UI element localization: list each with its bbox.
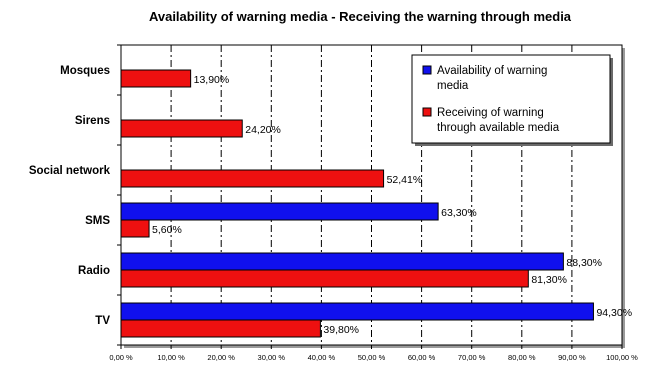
x-tick-label: 20,00 % [207, 353, 235, 362]
data-label: 63,30% [441, 207, 477, 219]
category-label: Radio [78, 265, 110, 277]
receiving-bar [120, 119, 243, 138]
data-label: 39,80% [323, 324, 359, 336]
availability-bar [120, 302, 594, 321]
receiving-bar [120, 169, 385, 188]
legend-label: media [437, 80, 469, 92]
receiving-bar [120, 219, 150, 238]
x-tick-label: 90,00 % [558, 353, 586, 362]
availability-bar [120, 202, 439, 221]
x-tick-label: 70,00 % [458, 353, 486, 362]
x-tick-label: 100,00 % [606, 353, 638, 362]
receiving-bar [120, 319, 321, 338]
category-label: Mosques [60, 65, 110, 77]
legend-swatch [422, 65, 432, 75]
x-tick-label: 0,00 % [109, 353, 133, 362]
category-label: TV [95, 315, 110, 327]
x-tick-label: 10,00 % [157, 353, 185, 362]
legend-label: through available media [437, 122, 560, 134]
x-tick-label: 80,00 % [508, 353, 536, 362]
data-label: 88,30% [566, 257, 602, 269]
receiving-bar [120, 269, 529, 288]
data-label: 52,41% [387, 174, 423, 186]
availability-bar [120, 252, 564, 271]
data-label: 5,60% [152, 224, 182, 236]
receiving-bar [120, 69, 192, 88]
legend [411, 54, 611, 144]
legend-swatch [422, 107, 432, 117]
legend-label: Availability of warning [437, 65, 547, 77]
plot-area: 0,00 % 10,00 % 20,00 % 30,00 % 40,00 % 50,00 … [29, 44, 638, 362]
data-label: 13,90% [194, 74, 230, 86]
legend-label: Receiving of warning [437, 107, 544, 119]
x-tick-label: 30,00 % [258, 353, 286, 362]
x-tick-label: 60,00 % [408, 353, 436, 362]
data-label: 24,20% [245, 124, 281, 136]
x-tick-label: 50,00 % [358, 353, 386, 362]
category-label: SMS [85, 215, 110, 227]
category-label: Social network [29, 165, 111, 177]
category-label: Sirens [75, 115, 110, 127]
data-label: 94,30% [596, 307, 632, 319]
data-label: 81,30% [531, 274, 567, 286]
chart-title: Availability of warning media - Receivin… [149, 9, 572, 24]
x-tick-label: 40,00 % [308, 353, 336, 362]
